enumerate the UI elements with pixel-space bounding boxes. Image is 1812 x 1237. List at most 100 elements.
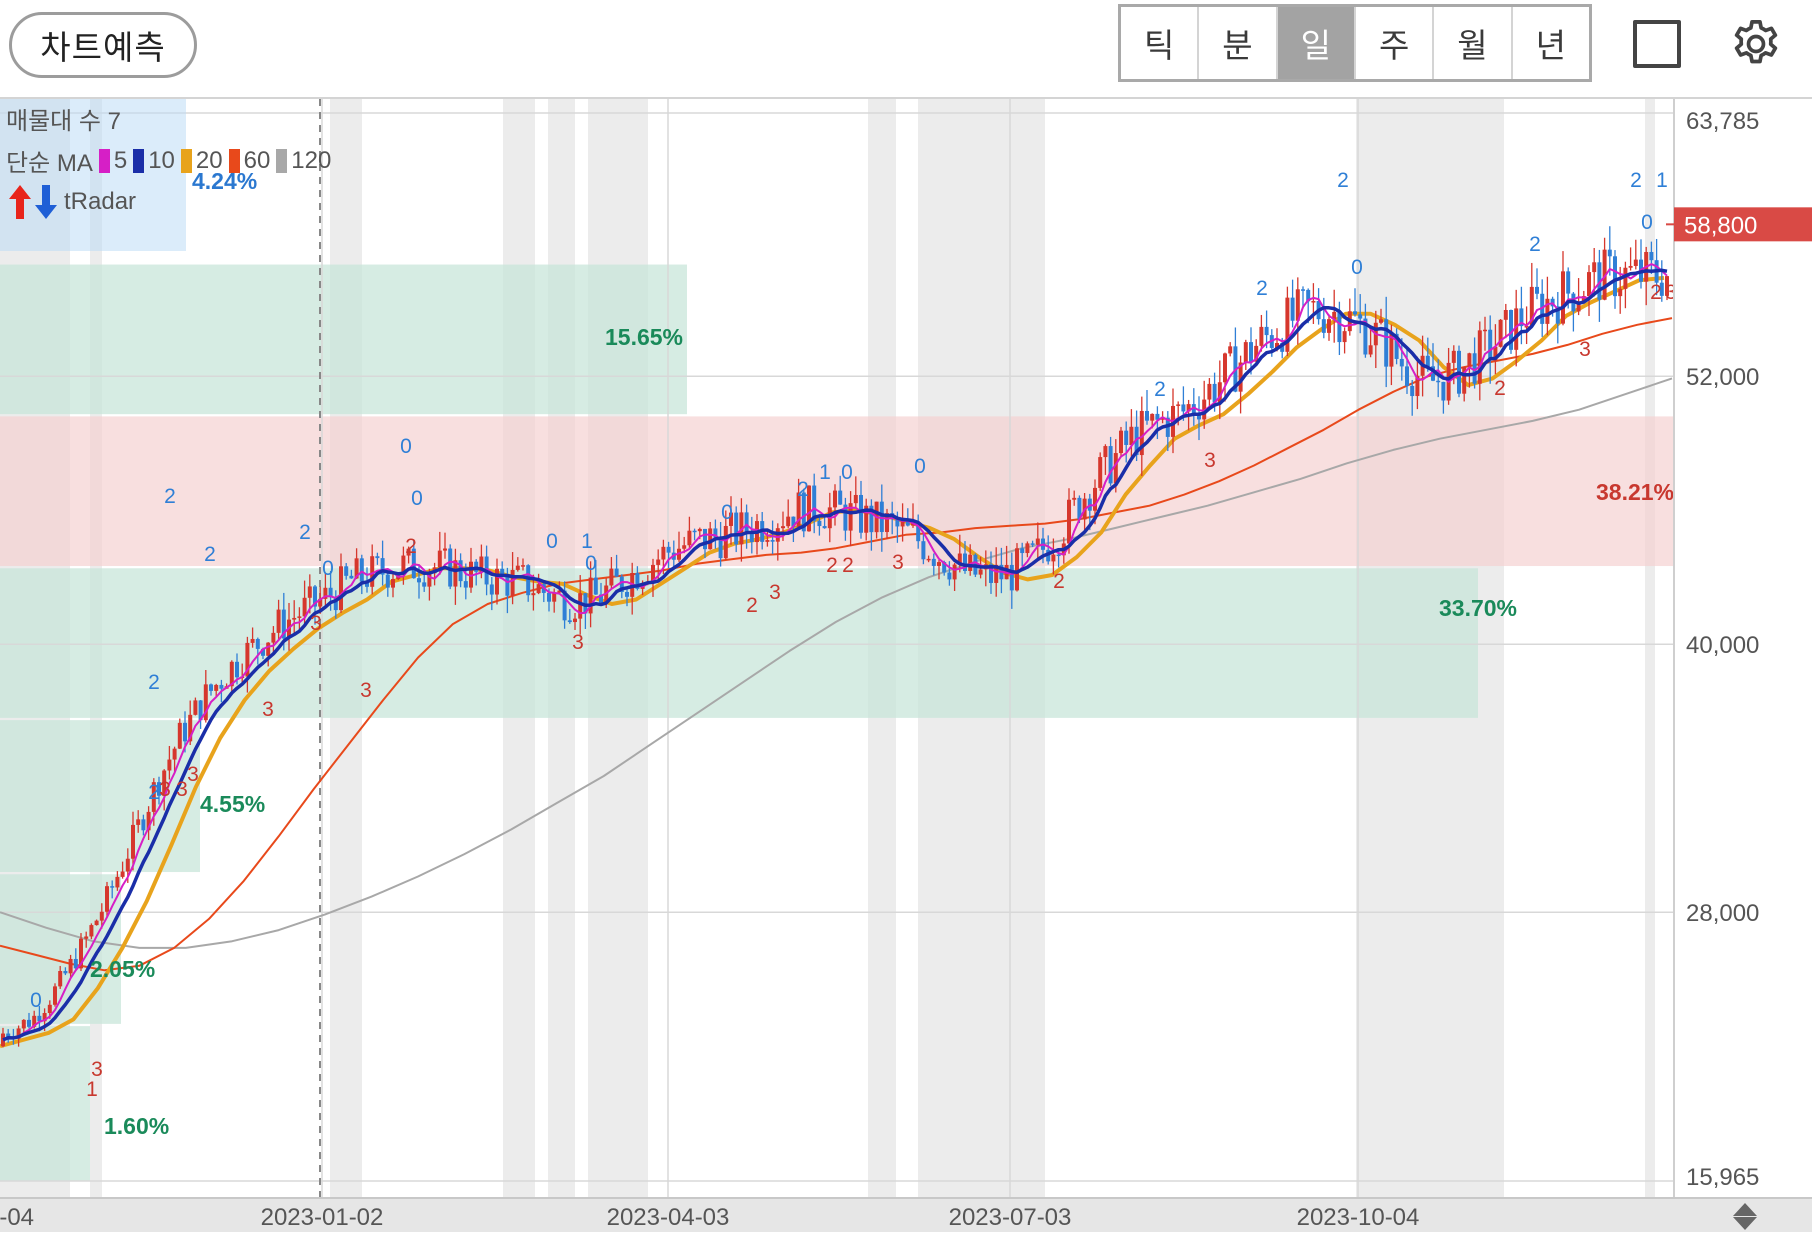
candle[interactable] — [1602, 249, 1607, 300]
candle[interactable] — [318, 598, 323, 607]
candle[interactable] — [968, 554, 973, 571]
candle[interactable] — [177, 722, 182, 749]
candle[interactable] — [292, 617, 297, 620]
candle[interactable] — [989, 564, 993, 583]
candle[interactable] — [339, 566, 343, 611]
candle[interactable] — [843, 504, 848, 531]
candle[interactable] — [110, 886, 115, 888]
candle[interactable] — [198, 700, 203, 721]
candle[interactable] — [1301, 289, 1305, 291]
candle[interactable] — [1275, 343, 1279, 348]
candle[interactable] — [120, 871, 125, 877]
candle[interactable] — [1488, 329, 1493, 361]
candle[interactable] — [89, 925, 94, 937]
candle[interactable] — [921, 541, 926, 560]
tradar-legend[interactable]: tRadar — [6, 183, 136, 221]
candle[interactable] — [141, 819, 146, 831]
candle[interactable] — [1228, 346, 1233, 354]
candle[interactable] — [744, 512, 749, 533]
candle[interactable] — [42, 1013, 47, 1022]
candle[interactable] — [255, 638, 260, 649]
ma-legend[interactable]: 단순 MA 5 10 20 60 120 — [6, 143, 331, 178]
candle[interactable] — [349, 575, 354, 579]
candle[interactable] — [1451, 350, 1456, 363]
candle[interactable] — [635, 572, 640, 589]
candle[interactable] — [1415, 375, 1420, 397]
candle[interactable] — [796, 492, 801, 527]
candle[interactable] — [333, 597, 338, 611]
candle[interactable] — [510, 569, 515, 596]
candle[interactable] — [422, 582, 427, 587]
candle[interactable] — [443, 548, 447, 551]
candle[interactable] — [1436, 380, 1441, 383]
candle[interactable] — [1181, 404, 1186, 412]
candle[interactable] — [370, 556, 375, 587]
candle[interactable] — [521, 565, 525, 567]
candle[interactable] — [625, 591, 629, 597]
candle[interactable] — [812, 485, 817, 521]
candle[interactable] — [53, 986, 57, 1005]
current-price-badge[interactable] — [1674, 207, 1812, 242]
candle[interactable] — [1405, 366, 1409, 386]
candle[interactable] — [1509, 309, 1513, 350]
candle[interactable] — [79, 938, 83, 969]
candle[interactable] — [94, 920, 99, 926]
candle[interactable] — [682, 545, 687, 549]
candle[interactable] — [1285, 297, 1290, 352]
candle[interactable] — [900, 520, 905, 527]
candle[interactable] — [401, 555, 406, 575]
candle[interactable] — [172, 748, 177, 760]
candle[interactable] — [536, 584, 541, 594]
candle[interactable] — [16, 1028, 21, 1039]
candle[interactable] — [567, 620, 572, 623]
candle[interactable] — [937, 562, 941, 566]
candle[interactable] — [1067, 499, 1071, 544]
candle[interactable] — [1462, 366, 1467, 394]
candle[interactable] — [151, 782, 156, 812]
candle[interactable] — [73, 958, 78, 969]
candle[interactable] — [1659, 282, 1664, 296]
candle[interactable] — [1098, 457, 1103, 488]
candle[interactable] — [1410, 385, 1415, 397]
candle[interactable] — [770, 540, 775, 542]
candle[interactable] — [708, 528, 713, 550]
candle[interactable] — [1093, 487, 1097, 511]
candle[interactable] — [1321, 319, 1326, 333]
candle[interactable] — [1020, 548, 1025, 554]
candle[interactable] — [583, 593, 588, 614]
candle[interactable] — [817, 520, 822, 527]
candle[interactable] — [1529, 286, 1534, 327]
candle[interactable] — [344, 566, 349, 576]
candle[interactable] — [193, 700, 198, 715]
candle[interactable] — [188, 714, 193, 742]
candle[interactable] — [822, 526, 827, 529]
candle[interactable] — [911, 523, 915, 526]
candle[interactable] — [1503, 309, 1508, 320]
candle[interactable] — [1368, 345, 1373, 355]
candle[interactable] — [1623, 267, 1628, 289]
candle[interactable] — [6, 1033, 11, 1038]
candle[interactable] — [713, 528, 718, 538]
candle[interactable] — [1077, 497, 1082, 520]
candle[interactable] — [1394, 333, 1399, 359]
candle[interactable] — [931, 558, 936, 566]
candle[interactable] — [1633, 259, 1638, 266]
candle[interactable] — [1587, 272, 1591, 297]
period-tab-day[interactable]: 일 — [1277, 7, 1356, 79]
candle[interactable] — [1613, 256, 1617, 297]
candle[interactable] — [125, 858, 130, 872]
candle[interactable] — [723, 525, 728, 559]
period-tab-month[interactable]: 월 — [1434, 7, 1513, 79]
candle[interactable] — [1306, 289, 1311, 302]
candle[interactable] — [1212, 383, 1217, 403]
candle[interactable] — [905, 520, 910, 526]
period-tab-year[interactable]: 년 — [1535, 27, 1566, 64]
candle[interactable] — [1337, 311, 1342, 343]
candle[interactable] — [588, 577, 593, 614]
candle[interactable] — [1649, 251, 1654, 261]
period-tab-tick[interactable]: 틱 — [1121, 7, 1200, 79]
candle[interactable] — [1264, 326, 1269, 336]
candle[interactable] — [1030, 543, 1035, 545]
candle[interactable] — [328, 587, 333, 598]
candle[interactable] — [1254, 345, 1259, 362]
